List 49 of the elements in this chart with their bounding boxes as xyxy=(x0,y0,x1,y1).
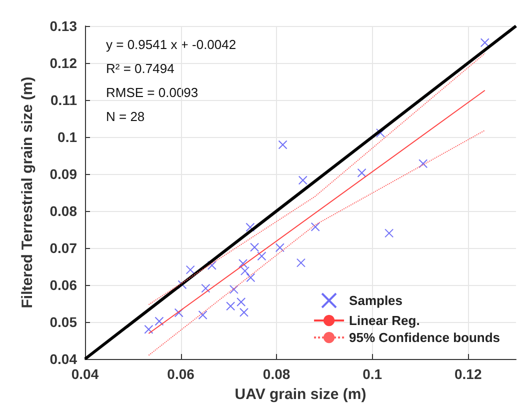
point xyxy=(296,258,306,268)
y-tick-label: 0.04 xyxy=(50,351,78,367)
point xyxy=(201,284,210,293)
x-tick-label: 0.1 xyxy=(362,366,382,382)
point xyxy=(226,302,236,311)
y-tick-label: 0.13 xyxy=(50,18,78,34)
y-axis-title: Filtered Terrestrial grain size (m) xyxy=(19,76,36,308)
point xyxy=(186,265,195,274)
y-tick-label: 0.05 xyxy=(50,314,78,330)
point xyxy=(418,159,428,168)
point xyxy=(376,128,385,138)
legend-label: 95% Confidence bounds xyxy=(349,330,500,345)
y-tick-label: 0.12 xyxy=(50,55,78,71)
point xyxy=(246,222,255,232)
point xyxy=(278,140,288,150)
point xyxy=(229,284,238,294)
x-tick-label: 0.12 xyxy=(454,366,482,382)
point xyxy=(236,298,246,307)
point xyxy=(198,310,208,320)
y-tick-label: 0.06 xyxy=(50,277,78,293)
annotation: RMSE = 0.0093 xyxy=(106,85,198,100)
legend-label: Samples xyxy=(349,293,403,308)
point xyxy=(239,308,248,317)
y-tick-label: 0.11 xyxy=(50,92,78,108)
legend-label: Linear Reg. xyxy=(349,313,420,328)
point xyxy=(207,260,216,270)
point xyxy=(310,222,320,232)
point xyxy=(144,324,154,334)
y-tick-label: 0.1 xyxy=(58,129,78,145)
x-axis-title: UAV grain size (m) xyxy=(234,386,366,403)
point xyxy=(246,273,256,282)
point xyxy=(174,308,184,318)
point xyxy=(250,242,260,252)
y-tick-label: 0.09 xyxy=(50,166,78,182)
y-tick-label: 0.07 xyxy=(50,240,78,256)
annotation: y = 0.9541 x + -0.0042 xyxy=(106,37,236,52)
point xyxy=(154,316,164,326)
point xyxy=(384,228,394,238)
x-tick-label: 0.06 xyxy=(167,366,195,382)
point xyxy=(480,38,490,48)
x-tick-label: 0.04 xyxy=(71,366,99,382)
x-tick-label: 0.08 xyxy=(262,366,290,382)
point xyxy=(257,252,266,261)
point xyxy=(275,243,284,252)
point xyxy=(298,176,308,185)
annotation: R² = 0.7494 xyxy=(106,61,174,76)
point xyxy=(357,168,366,178)
y-tick-label: 0.08 xyxy=(50,203,78,219)
annotation: N = 28 xyxy=(106,109,145,124)
